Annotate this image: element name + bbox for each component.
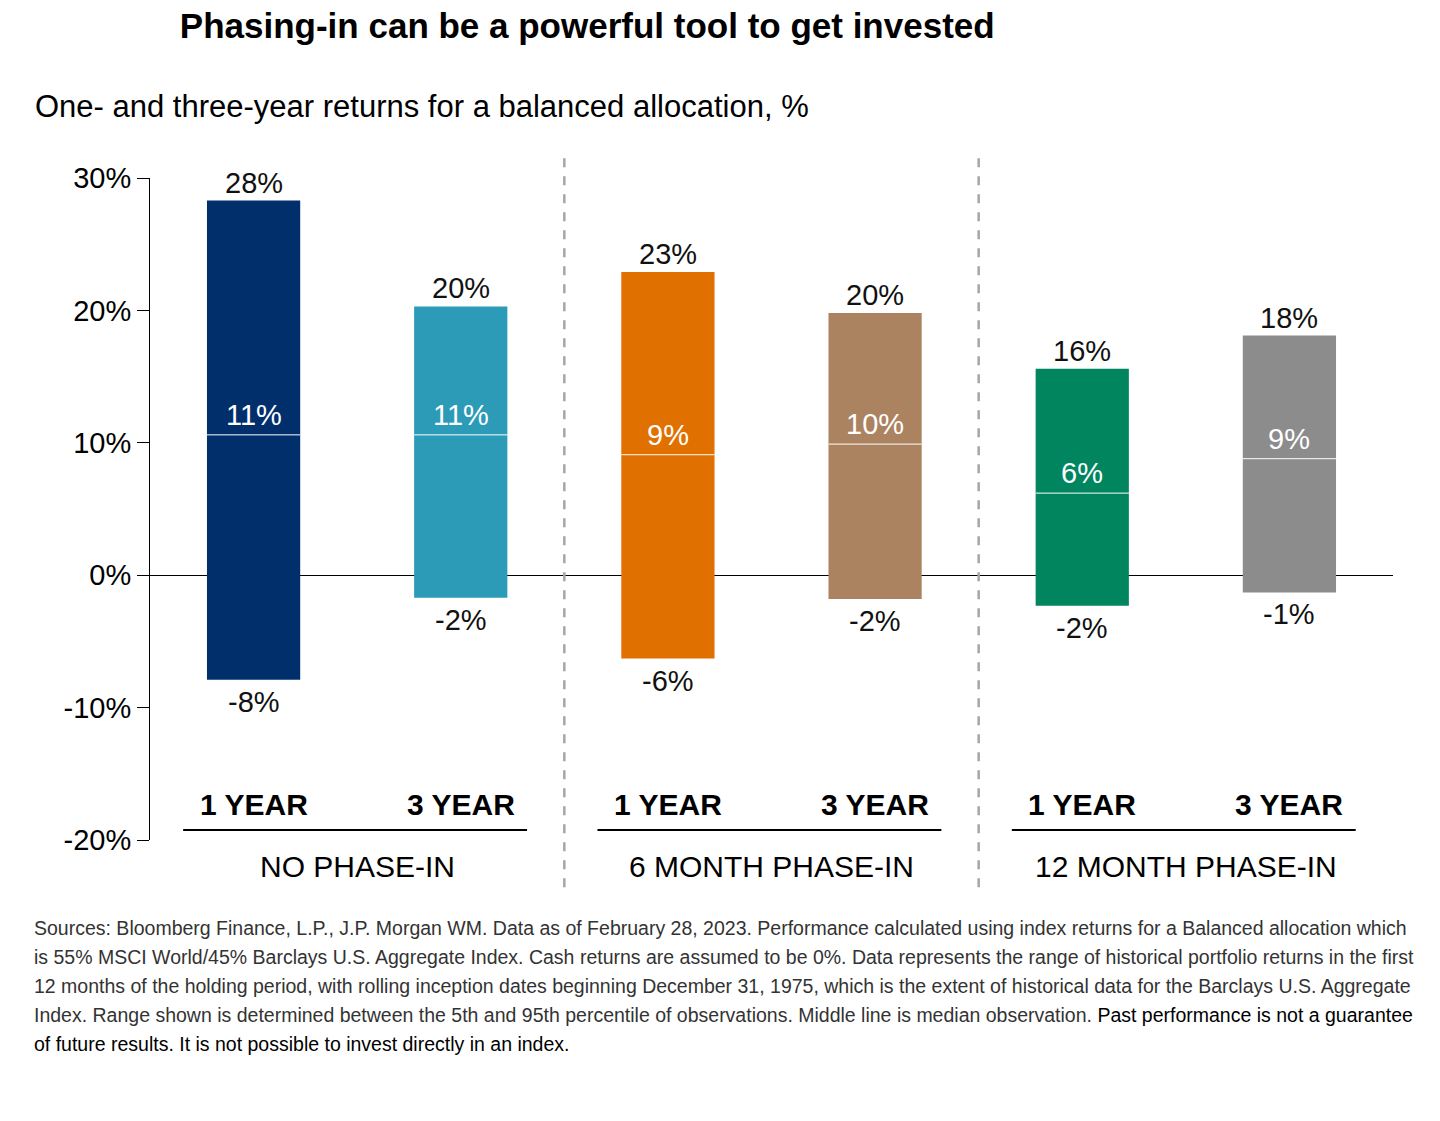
svg-text:-10%: -10% bbox=[63, 692, 131, 724]
svg-text:-2%: -2% bbox=[435, 604, 487, 636]
svg-text:6 MONTH PHASE-IN: 6 MONTH PHASE-IN bbox=[629, 850, 914, 883]
svg-text:30%: 30% bbox=[73, 162, 131, 194]
svg-text:NO PHASE-IN: NO PHASE-IN bbox=[260, 850, 455, 883]
svg-text:11%: 11% bbox=[226, 399, 282, 431]
svg-text:Phasing-in can be a powerful t: Phasing-in can be a powerful tool to get… bbox=[180, 6, 995, 45]
svg-text:-8%: -8% bbox=[228, 686, 280, 718]
svg-text:3 YEAR: 3 YEAR bbox=[407, 788, 515, 821]
svg-text:20%: 20% bbox=[846, 279, 904, 311]
svg-text:0%: 0% bbox=[89, 559, 131, 591]
svg-text:-2%: -2% bbox=[849, 605, 901, 637]
svg-text:1 YEAR: 1 YEAR bbox=[614, 788, 722, 821]
svg-text:3 YEAR: 3 YEAR bbox=[1235, 788, 1343, 821]
svg-text:1 YEAR: 1 YEAR bbox=[1028, 788, 1136, 821]
html-text:Sources: Bloomberg Finance, L.: Sources: Bloomberg Finance, L.P., J.P. M… bbox=[34, 917, 1414, 1055]
svg-text:-20%: -20% bbox=[63, 824, 131, 856]
svg-text:16%: 16% bbox=[1053, 335, 1111, 367]
svg-text:9%: 9% bbox=[1268, 423, 1310, 455]
svg-text:20%: 20% bbox=[73, 295, 131, 327]
svg-text:One- and three-year returns fo: One- and three-year returns for a balanc… bbox=[35, 89, 809, 124]
svg-text:9%: 9% bbox=[647, 419, 689, 451]
svg-text:10%: 10% bbox=[73, 427, 131, 459]
svg-text:3 YEAR: 3 YEAR bbox=[821, 788, 929, 821]
svg-text:-2%: -2% bbox=[1056, 612, 1108, 644]
svg-text:20%: 20% bbox=[432, 272, 490, 304]
svg-text:11%: 11% bbox=[433, 399, 489, 431]
svg-text:6%: 6% bbox=[1061, 457, 1103, 489]
svg-text:23%: 23% bbox=[639, 238, 697, 270]
svg-text:12 MONTH PHASE-IN: 12 MONTH PHASE-IN bbox=[1035, 850, 1337, 883]
svg-text:18%: 18% bbox=[1260, 302, 1318, 334]
svg-text:1 YEAR: 1 YEAR bbox=[200, 788, 308, 821]
svg-text:-1%: -1% bbox=[1263, 598, 1315, 630]
svg-text:10%: 10% bbox=[846, 408, 904, 440]
svg-text:28%: 28% bbox=[225, 167, 283, 199]
svg-text:-6%: -6% bbox=[642, 665, 694, 697]
